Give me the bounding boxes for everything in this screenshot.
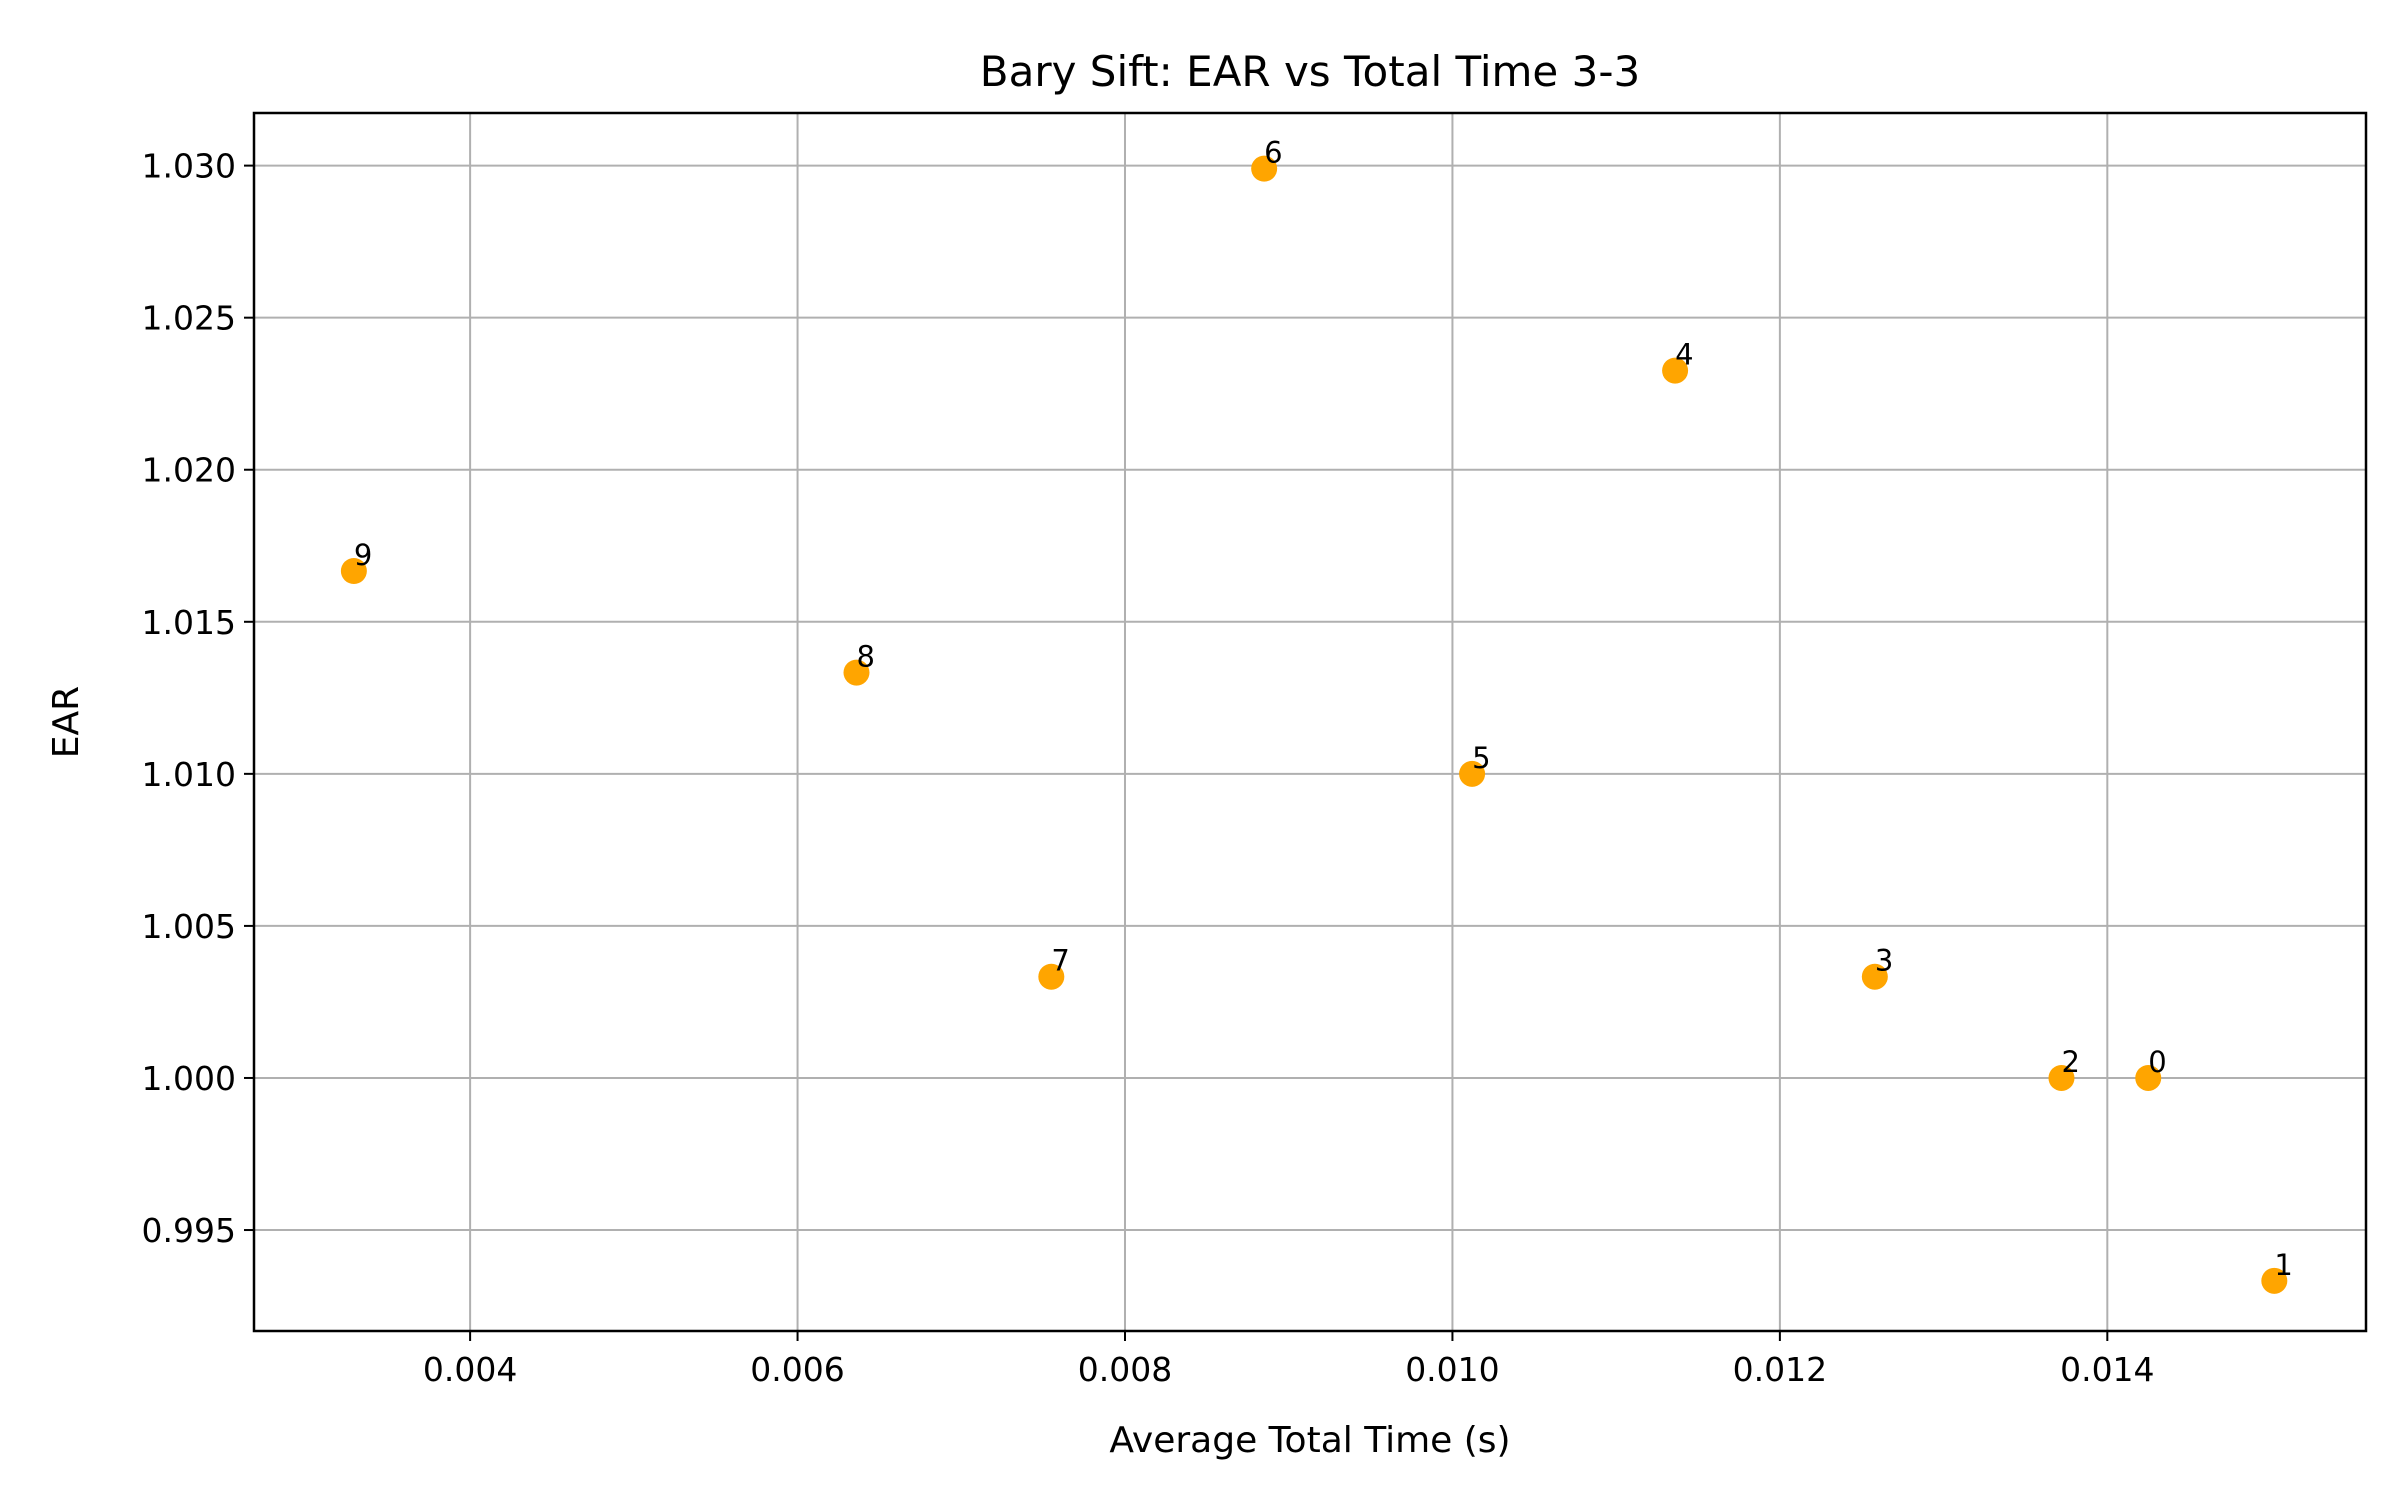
point-label: 7	[1051, 944, 1069, 978]
point-label: 1	[2274, 1248, 2292, 1282]
point-label: 2	[2061, 1045, 2079, 1079]
x-tick-label: 0.012	[1733, 1350, 1827, 1389]
y-tick-label: 1.015	[142, 603, 236, 642]
data-point	[1038, 963, 1065, 990]
data-point	[1861, 963, 1888, 990]
point-label: 4	[1675, 338, 1693, 372]
plot-frame	[252, 111, 2368, 1333]
point-label: 3	[1875, 944, 1893, 978]
data-point	[1662, 357, 1689, 384]
data-point	[1459, 760, 1486, 787]
y-tick-label: 1.025	[142, 299, 236, 338]
chart-title: Bary Sift: EAR vs Total Time 3-3	[980, 47, 1640, 96]
data-point	[2048, 1064, 2075, 1091]
point-label: 8	[856, 640, 874, 674]
x-tick-label: 0.014	[2060, 1350, 2154, 1389]
data-points: 0 1 2 3 4 5 6 7 8 9	[340, 136, 2293, 1294]
y-tick-label: 1.000	[142, 1059, 236, 1098]
grid	[254, 113, 2366, 1331]
point-label: 9	[354, 538, 372, 572]
data-point	[340, 558, 367, 585]
point-label: 0	[2148, 1045, 2166, 1079]
point-label: 5	[1472, 741, 1490, 775]
x-tick-label: 0.004	[423, 1350, 517, 1389]
data-point	[2135, 1064, 2162, 1091]
x-tick-label: 0.008	[1078, 1350, 1172, 1389]
axis-ticks: 0.004 0.006 0.008 0.010 0.012 0.014 0.995 1.000…	[142, 147, 2155, 1389]
y-tick-label: 1.010	[142, 755, 236, 794]
data-point	[2261, 1267, 2288, 1294]
x-axis-label: Average Total Time (s)	[1109, 1420, 1510, 1461]
x-tick-label: 0.010	[1405, 1350, 1499, 1389]
data-point	[1251, 155, 1278, 182]
x-tick-label: 0.006	[750, 1350, 844, 1389]
y-tick-label: 1.005	[142, 907, 236, 946]
y-tick-label: 1.030	[142, 147, 236, 186]
y-tick-label: 0.995	[142, 1211, 236, 1250]
data-point	[843, 659, 870, 686]
y-tick-label: 1.020	[142, 451, 236, 490]
y-axis-label: EAR	[46, 686, 87, 758]
point-label: 6	[1264, 136, 1282, 170]
